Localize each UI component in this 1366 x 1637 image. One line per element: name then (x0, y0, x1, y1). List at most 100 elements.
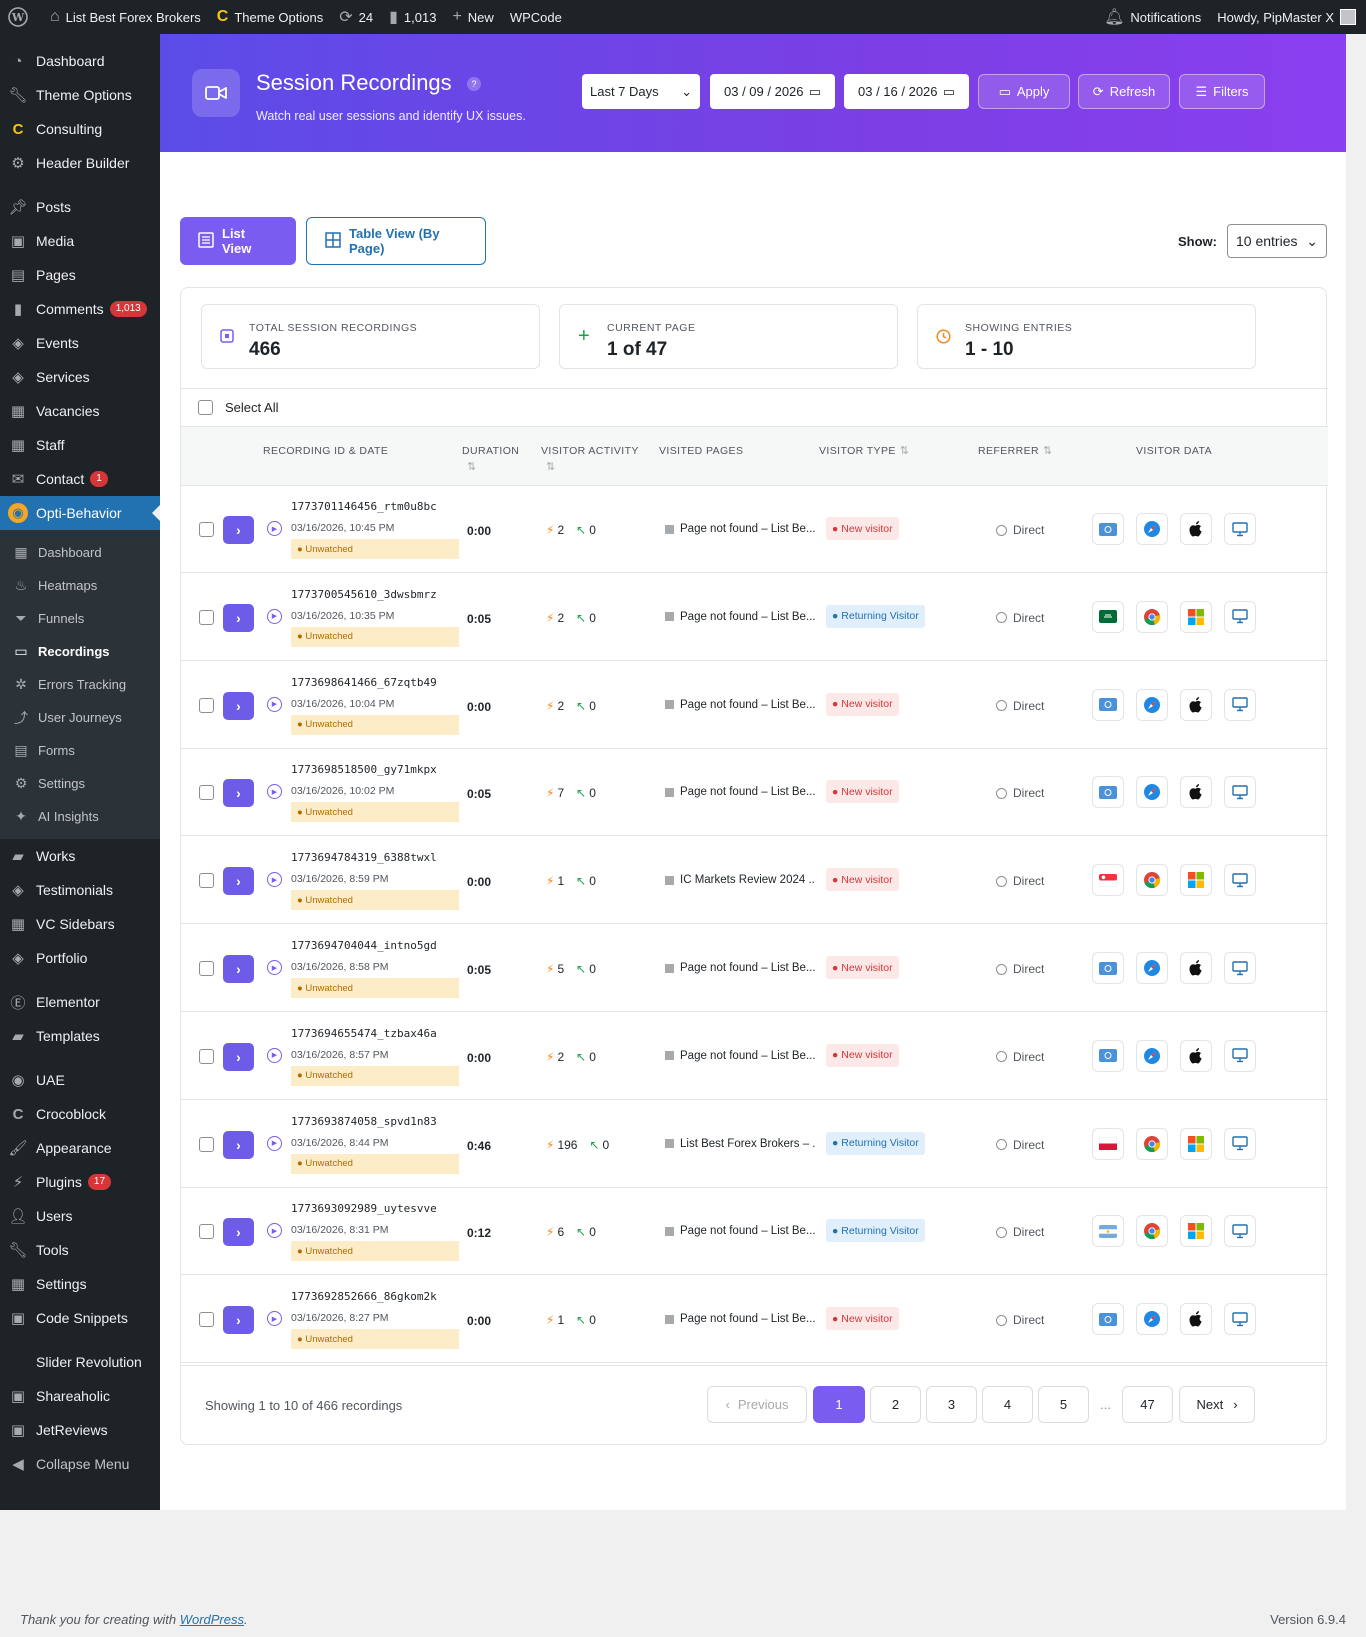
flag-pl-icon[interactable] (1092, 1127, 1124, 1160)
menu-item-services[interactable]: ◈ Services (0, 360, 160, 394)
row-checkbox[interactable] (199, 609, 214, 625)
refresh-button[interactable]: ⟳ Refresh (1078, 74, 1170, 109)
page-button-1[interactable]: 1 (813, 1386, 865, 1423)
visited-page[interactable]: Page not found – List Be... (665, 699, 815, 711)
updates-link[interactable]: ⟳ 24 (331, 0, 381, 34)
row-checkbox[interactable] (199, 1048, 214, 1064)
flag-sa-icon[interactable] (1092, 600, 1124, 633)
visited-page[interactable]: Page not found – List Be... (665, 523, 815, 535)
recording-id[interactable]: 1773698518500_gy71mkpx (291, 763, 437, 777)
visited-page[interactable]: Page not found – List Be... (665, 1050, 815, 1062)
row-checkbox[interactable] (199, 1136, 214, 1152)
browser-chrome-icon[interactable] (1136, 864, 1168, 897)
filters-button[interactable]: ☰ Filters (1179, 74, 1265, 109)
menu-item-comments[interactable]: ▮ Comments 1,013 (0, 292, 160, 326)
apply-button[interactable]: ▭ Apply (978, 74, 1070, 109)
desktop-device-icon[interactable] (1224, 688, 1256, 721)
notifications-link[interactable]: 🔔︎ Notifications (1096, 0, 1209, 34)
desktop-device-icon[interactable] (1224, 600, 1256, 633)
col-visitor-type[interactable]: VISITOR TYPE ⇅ (819, 443, 909, 459)
visited-page[interactable]: Page not found – List Be... (665, 1313, 815, 1325)
os-apple-icon[interactable] (1180, 688, 1212, 721)
browser-chrome-icon[interactable] (1136, 1127, 1168, 1160)
menu-item-collapse-menu[interactable]: ◀ Collapse Menu (0, 1447, 160, 1481)
menu-item-consulting[interactable]: C Consulting (0, 112, 160, 146)
menu-item-jetreviews[interactable]: ▣ JetReviews (0, 1413, 160, 1447)
recording-id[interactable]: 1773694704044_intno5gd (291, 939, 437, 952)
browser-chrome-icon[interactable] (1136, 1215, 1168, 1248)
menu-item-code-snippets[interactable]: ▣ Code Snippets (0, 1301, 160, 1335)
date-range-select[interactable]: Last 7 Days ⌄ (582, 74, 700, 109)
desktop-device-icon[interactable] (1224, 864, 1256, 897)
row-checkbox[interactable] (199, 522, 214, 537)
desktop-device-icon[interactable] (1224, 776, 1256, 809)
submenu-item-recordings[interactable]: ▭ Recordings (0, 635, 160, 668)
recording-id[interactable]: 1773692852666_86gkom2k (291, 1290, 437, 1304)
flag-un-icon[interactable] (1092, 513, 1124, 545)
menu-item-tools[interactable]: 🔧︎ Tools (0, 1233, 160, 1267)
row-checkbox[interactable] (199, 697, 214, 713)
page-button-2[interactable]: 2 (870, 1386, 921, 1423)
browser-safari-icon[interactable] (1136, 776, 1168, 809)
submenu-item-heatmaps[interactable]: ♨ Heatmaps (0, 569, 160, 602)
submenu-item-settings[interactable]: ⚙ Settings (0, 767, 160, 800)
wordpress-link[interactable]: WordPress (179, 1612, 244, 1627)
page-button-47[interactable]: 47 (1122, 1386, 1173, 1423)
browser-safari-icon[interactable] (1136, 1039, 1168, 1072)
table-view-button[interactable]: Table View (By Page) (306, 217, 486, 265)
menu-item-header-builder[interactable]: ⚙ Header Builder (0, 146, 160, 180)
browser-safari-icon[interactable] (1136, 952, 1168, 984)
os-apple-icon[interactable] (1180, 1039, 1212, 1072)
select-all-checkbox[interactable] (198, 400, 213, 415)
page-button-3[interactable]: 3 (926, 1386, 977, 1423)
flag-un-icon[interactable] (1092, 952, 1124, 984)
os-windows-icon[interactable] (1180, 600, 1212, 633)
recording-id[interactable]: 1773693092989_uytesvve (291, 1202, 437, 1216)
col-duration[interactable]: DURATION ⇅ (462, 443, 519, 475)
submenu-item-user-journeys[interactable]: ⤴ User Journeys (0, 701, 160, 734)
entries-select[interactable]: 10 entries ⌄ (1227, 224, 1327, 258)
desktop-device-icon[interactable] (1224, 1127, 1256, 1160)
page-button-4[interactable]: 4 (982, 1386, 1033, 1423)
comments-link[interactable]: ▮ 1,013 (381, 0, 444, 34)
os-apple-icon[interactable] (1180, 1303, 1212, 1336)
os-windows-icon[interactable] (1180, 864, 1212, 897)
menu-item-vacancies[interactable]: ▦ Vacancies (0, 394, 160, 428)
col-visitor-activity[interactable]: VISITOR ACTIVITY ⇅ (541, 443, 639, 475)
menu-item-crocoblock[interactable]: C Crocoblock (0, 1097, 160, 1131)
flag-un-icon[interactable] (1092, 688, 1124, 721)
list-view-button[interactable]: List View (180, 217, 296, 265)
row-checkbox[interactable] (199, 873, 214, 889)
help-icon[interactable]: ? (467, 77, 481, 91)
menu-item-pages[interactable]: ▤ Pages (0, 258, 160, 292)
submenu-item-ai-insights[interactable]: ✦ AI Insights (0, 800, 160, 833)
recording-id[interactable]: 1773701146456_rtm0u8bc (291, 500, 437, 513)
play-recording-button[interactable]: › (223, 867, 254, 896)
desktop-device-icon[interactable] (1224, 513, 1256, 545)
menu-item-theme-options[interactable]: 🔧︎ Theme Options (0, 78, 160, 112)
browser-safari-icon[interactable] (1136, 513, 1168, 545)
visited-page[interactable]: Page not found – List Be... (665, 1225, 815, 1237)
menu-item-testimonials[interactable]: ◈ Testimonials (0, 873, 160, 907)
desktop-device-icon[interactable] (1224, 1039, 1256, 1072)
menu-item-elementor[interactable]: Ⓔ Elementor (0, 985, 160, 1019)
os-windows-icon[interactable] (1180, 1127, 1212, 1160)
flag-un-icon[interactable] (1092, 1303, 1124, 1336)
play-recording-button[interactable]: › (223, 779, 254, 808)
menu-item-shareaholic[interactable]: ▣ Shareaholic (0, 1379, 160, 1413)
visited-page[interactable]: IC Markets Review 2024 ... (665, 874, 815, 886)
play-recording-button[interactable]: › (223, 691, 254, 720)
page-button-5[interactable]: 5 (1038, 1386, 1089, 1423)
browser-chrome-icon[interactable] (1136, 600, 1168, 633)
play-recording-button[interactable]: › (223, 955, 254, 983)
menu-item-staff[interactable]: ▦ Staff (0, 428, 160, 462)
recording-id[interactable]: 1773694655474_tzbax46a (291, 1026, 437, 1040)
date-to-input[interactable]: 03 / 16 / 2026 ▭ (844, 74, 969, 109)
os-windows-icon[interactable] (1180, 1215, 1212, 1248)
site-name-link[interactable]: ⌂ List Best Forex Brokers (42, 0, 209, 34)
browser-safari-icon[interactable] (1136, 1303, 1168, 1336)
recording-id[interactable]: 1773693874058_spvd1n83 (291, 1114, 437, 1128)
submenu-item-forms[interactable]: ▤ Forms (0, 734, 160, 767)
menu-item-media[interactable]: ▣ Media (0, 224, 160, 258)
play-recording-button[interactable]: › (223, 516, 254, 544)
